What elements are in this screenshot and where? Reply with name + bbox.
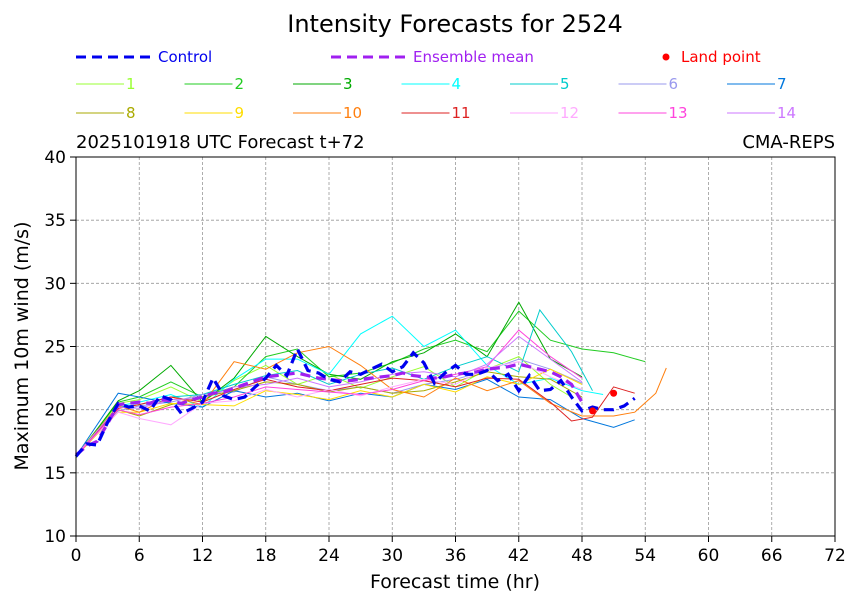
- legend-ensemble-mean-label: Ensemble mean: [413, 48, 534, 66]
- member-line-11: [75, 377, 635, 457]
- y-tick-label: 35: [44, 211, 66, 231]
- legend-member-label: 8: [126, 104, 136, 122]
- y-tick-label: 25: [44, 338, 66, 358]
- x-tick-label: 30: [381, 546, 403, 566]
- legend-member-label: 14: [777, 104, 796, 122]
- x-tick-label: 60: [698, 546, 720, 566]
- x-tick-label: 12: [192, 546, 214, 566]
- legend-member-label: 13: [669, 104, 688, 122]
- x-axis-ticks: 0 6 12 18 24 30 36 42 48 54 60 66 72: [71, 536, 846, 566]
- x-tick-label: 48: [571, 546, 593, 566]
- y-tick-label: 30: [44, 274, 66, 294]
- y-tick-label: 40: [44, 148, 66, 168]
- legend-member-label: 3: [343, 75, 353, 93]
- y-axis-label: Maximum 10m wind (m/s): [11, 222, 33, 471]
- x-tick-label: 42: [508, 546, 530, 566]
- legend-member-label: 12: [560, 104, 579, 122]
- legend-member-label: 9: [235, 104, 245, 122]
- x-tick-label: 6: [134, 546, 145, 566]
- legend-member-label: 11: [452, 104, 471, 122]
- control-series: [74, 345, 636, 458]
- member-line-2: [75, 310, 646, 457]
- legend-member-label: 4: [452, 75, 462, 93]
- x-tick-label: 66: [761, 546, 783, 566]
- legend-member-label: 2: [235, 75, 245, 93]
- forecast-time-label: 2025101918 UTC Forecast t+72: [76, 132, 365, 153]
- land-point-markers: [589, 389, 618, 415]
- legend-land-point-marker: [662, 53, 670, 61]
- ensemble-member-lines: [75, 301, 667, 458]
- legend-entry-ensemble-mean: Ensemble mean: [331, 48, 534, 66]
- legend-entry-control: Control: [76, 48, 212, 66]
- y-tick-label: 20: [44, 401, 66, 421]
- ensemble-mean-series: [74, 362, 584, 457]
- grid: [76, 157, 835, 536]
- land-point-marker: [589, 407, 597, 415]
- x-axis-label: Forecast time (hr): [370, 571, 540, 593]
- control-line: [74, 345, 636, 458]
- y-axis-ticks: 10 15 20 25 30 35 40: [44, 148, 76, 547]
- legend-member-label: 10: [343, 104, 362, 122]
- model-name-label: CMA-REPS: [742, 132, 835, 153]
- ensemble-mean-line: [74, 362, 584, 457]
- member-line-12: [75, 361, 583, 456]
- legend-member-label: 6: [669, 75, 679, 93]
- land-point-marker: [610, 389, 618, 397]
- y-tick-label: 10: [44, 527, 66, 547]
- legend-member-label: 1: [126, 75, 136, 93]
- legend-member-label: 7: [777, 75, 787, 93]
- chart-title: Intensity Forecasts for 2524: [287, 10, 622, 38]
- x-tick-label: 54: [634, 546, 656, 566]
- member-legend: 1 2 3 4 5 6 78 9 10 11 12 13 14: [76, 75, 796, 122]
- x-tick-label: 0: [71, 546, 82, 566]
- legend-entry-land-point: Land point: [662, 48, 761, 66]
- member-line-14: [75, 335, 583, 456]
- legend-land-point-label: Land point: [681, 48, 761, 66]
- legend-member-label: 5: [560, 75, 570, 93]
- x-tick-label: 24: [318, 546, 340, 566]
- x-tick-label: 36: [445, 546, 467, 566]
- legend-control-label: Control: [158, 48, 212, 66]
- x-tick-label: 72: [824, 546, 846, 566]
- x-tick-label: 18: [255, 546, 277, 566]
- y-tick-label: 15: [44, 464, 66, 484]
